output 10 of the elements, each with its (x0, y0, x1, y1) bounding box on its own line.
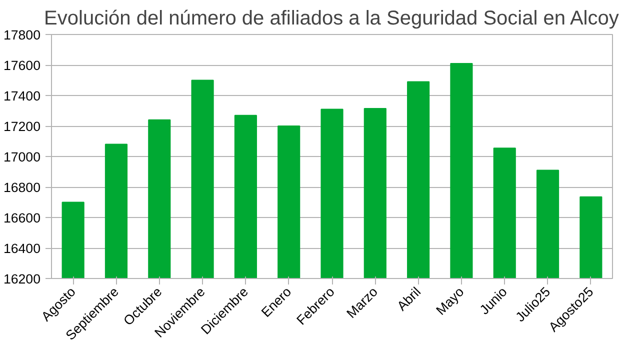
y-tick-label: 17400 (3, 88, 40, 104)
y-tick-label: 16200 (3, 272, 40, 286)
chart-title: Evolución del número de afiliados a la Seguridad Social en Alcoy (44, 8, 619, 30)
y-tick-label: 17600 (3, 58, 40, 73)
y-tick-label: 16600 (3, 210, 40, 226)
y-tick-label: 16800 (3, 180, 40, 195)
y-tick-label: 17200 (3, 119, 40, 134)
y-tick-label: 16400 (3, 241, 40, 256)
y-tick-label: 17800 (3, 28, 40, 42)
y-tick-label: 17000 (3, 150, 40, 164)
